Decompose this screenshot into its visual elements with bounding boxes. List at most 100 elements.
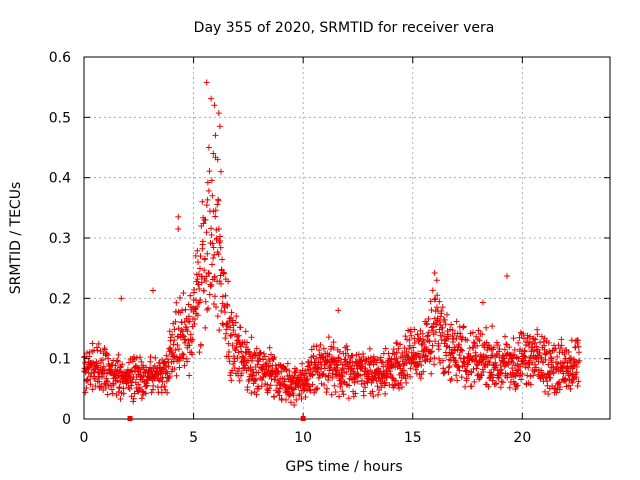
data-point	[126, 371, 133, 378]
data-point	[438, 336, 445, 343]
data-point	[370, 393, 377, 400]
data-point	[187, 292, 194, 299]
data-point	[557, 384, 564, 391]
y-tick-label: 0.4	[49, 171, 71, 187]
data-point	[397, 380, 404, 387]
data-point	[479, 331, 486, 338]
data-point	[504, 374, 511, 381]
data-point	[170, 341, 177, 348]
y-tick-label: 0.5	[49, 110, 71, 126]
data-point	[250, 369, 257, 376]
data-point	[323, 389, 330, 396]
data-point	[211, 293, 218, 300]
data-point	[332, 389, 339, 396]
data-point	[528, 341, 535, 348]
data-point	[210, 244, 217, 251]
data-point	[415, 350, 422, 357]
data-point	[542, 388, 549, 395]
data-point	[104, 378, 111, 385]
data-point	[325, 334, 332, 341]
data-point	[218, 280, 225, 287]
data-point	[531, 347, 538, 354]
y-tick-label: 0	[62, 412, 71, 428]
data-point	[396, 385, 403, 392]
data-point	[293, 396, 300, 403]
data-point	[486, 342, 493, 349]
data-point	[443, 311, 450, 318]
data-point	[271, 354, 278, 361]
data-point	[574, 383, 581, 390]
data-point	[220, 321, 227, 328]
data-point	[423, 320, 430, 327]
data-point	[137, 373, 144, 380]
data-point	[431, 296, 438, 303]
data-point	[506, 344, 513, 351]
data-point	[458, 346, 465, 353]
data-point	[377, 354, 384, 361]
data-point	[244, 384, 251, 391]
data-point	[225, 278, 232, 285]
data-point	[516, 334, 523, 341]
data-point	[164, 389, 171, 396]
data-point	[238, 348, 245, 355]
data-point-peak	[201, 216, 208, 223]
data-point	[447, 377, 454, 384]
data-point	[117, 369, 124, 376]
data-point	[365, 371, 372, 378]
data-point	[313, 386, 320, 393]
data-point	[567, 359, 574, 366]
data-point	[206, 270, 213, 277]
data-point	[259, 376, 266, 383]
data-point	[573, 369, 580, 376]
data-point	[460, 323, 467, 330]
data-point	[568, 354, 575, 361]
data-point	[370, 353, 377, 360]
data-point	[574, 337, 581, 344]
data-point	[172, 318, 179, 325]
data-point-peak	[210, 150, 217, 157]
data-point	[458, 374, 465, 381]
data-point	[152, 354, 159, 361]
data-point	[196, 265, 203, 272]
data-point	[366, 376, 373, 383]
data-point	[182, 336, 189, 343]
data-point	[284, 360, 291, 367]
data-point	[491, 344, 498, 351]
data-point	[194, 303, 201, 310]
data-point	[283, 366, 290, 373]
data-point	[114, 357, 121, 364]
data-point	[221, 309, 228, 316]
data-point	[226, 318, 233, 325]
data-point	[343, 368, 350, 375]
data-point	[187, 331, 194, 338]
data-point	[125, 372, 132, 379]
data-point	[309, 372, 316, 379]
data-point	[108, 386, 115, 393]
data-point	[219, 293, 226, 300]
data-point	[506, 384, 513, 391]
data-point	[197, 253, 204, 260]
data-point	[472, 352, 479, 359]
data-point	[202, 298, 209, 305]
y-tick-label: 0.3	[49, 231, 71, 247]
data-point	[435, 340, 442, 347]
data-point	[532, 336, 539, 343]
data-point	[204, 250, 211, 257]
data-point	[232, 319, 239, 326]
data-point	[167, 334, 174, 341]
data-point	[253, 345, 260, 352]
data-point	[380, 363, 387, 370]
data-point	[203, 229, 210, 236]
data-point	[120, 390, 127, 397]
data-point	[205, 305, 212, 312]
data-point	[196, 349, 203, 356]
data-point	[186, 342, 193, 349]
data-point	[202, 324, 209, 331]
data-point	[558, 342, 565, 349]
data-point	[181, 362, 188, 369]
data-point	[545, 361, 552, 368]
data-point	[357, 372, 364, 379]
data-point	[130, 398, 137, 405]
data-point	[425, 329, 432, 336]
data-point	[445, 364, 452, 371]
